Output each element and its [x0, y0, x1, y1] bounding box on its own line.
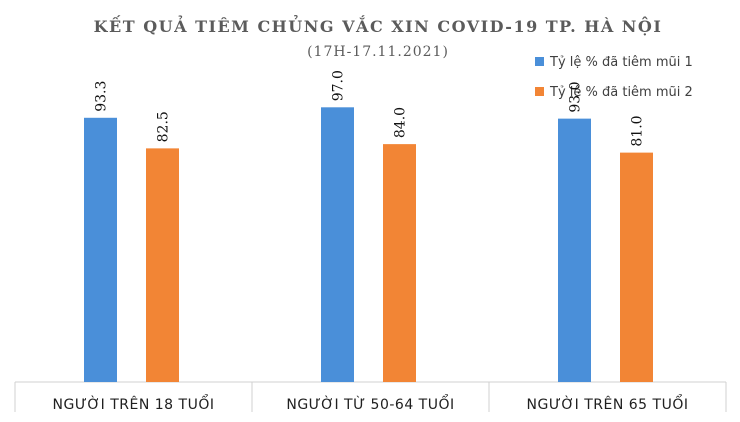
bar-dose1 [558, 118, 591, 383]
bar-dose1 [321, 107, 354, 382]
data-label: 93.3 [94, 81, 110, 112]
chart-legend: Tỷ lệ % đã tiêm mũi 1 Tỷ lệ % đã tiêm mũi… [535, 55, 693, 100]
legend-swatch [535, 87, 544, 96]
category-label: NGƯỜI TRÊN 65 TUỔI [527, 394, 689, 413]
bar-dose2 [620, 152, 653, 382]
category-label: NGƯỜI TRÊN 18 TUỔI [53, 394, 215, 413]
data-label: 82.5 [156, 111, 172, 142]
chart-subtitle: (17H-17.11.2021) [307, 44, 449, 60]
chart-title: KẾT QUẢ TIÊM CHỦNG VẮC XIN COVID-19 TP. … [94, 13, 663, 36]
data-label: 81.0 [630, 115, 646, 146]
bar-dose2 [146, 148, 179, 382]
category-label: NGƯỜI TỪ 50-64 TUỔI [286, 394, 454, 413]
data-label: 93.0 [568, 81, 584, 112]
legend-label: Tỷ lệ % đã tiêm mũi 1 [549, 55, 693, 70]
bar-dose1 [84, 117, 117, 383]
plot-area: 93.3 82.5 NGƯỜI TRÊN 18 TUỔI 97.0 84.0 NGƯỜI … [14, 70, 727, 413]
data-label: 97.0 [331, 70, 347, 101]
data-label: 84.0 [393, 107, 409, 138]
legend-swatch [535, 57, 544, 66]
legend-label: Tỷ lệ % đã tiêm mũi 2 [549, 85, 693, 100]
bar-dose2 [383, 144, 416, 382]
